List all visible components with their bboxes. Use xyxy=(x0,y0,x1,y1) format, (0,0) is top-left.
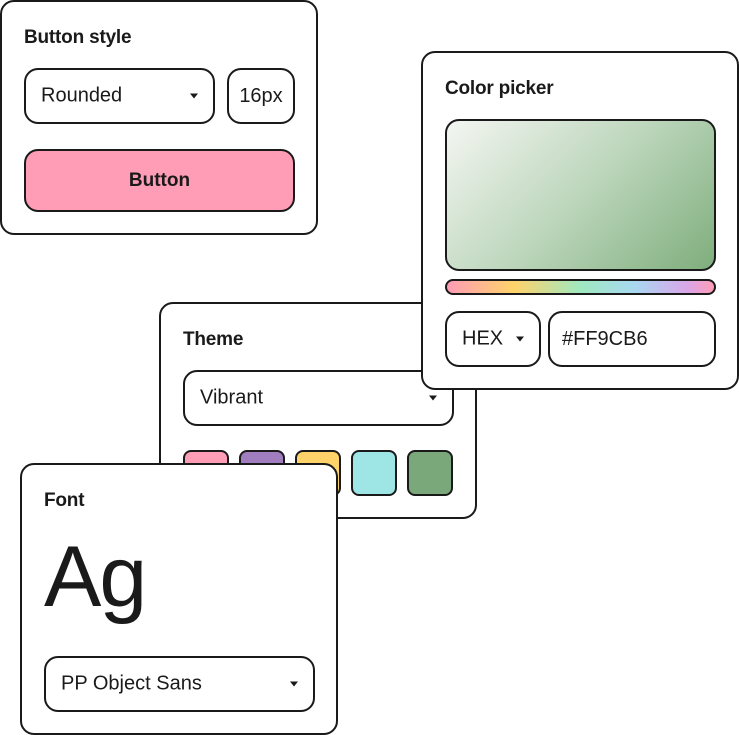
button-size-field[interactable]: 16px xyxy=(227,68,295,124)
chevron-down-icon xyxy=(290,681,298,687)
chevron-down-icon xyxy=(516,336,524,342)
font-preview-sample: Ag xyxy=(44,529,147,625)
theme-swatch-cyan[interactable] xyxy=(351,450,397,496)
hue-slider[interactable] xyxy=(445,279,716,295)
color-saturation-area[interactable] xyxy=(445,119,716,271)
color-picker-card: Color picker HEX #FF9CB6 xyxy=(421,51,739,390)
theme-value: Vibrant xyxy=(200,386,264,409)
color-picker-title: Color picker xyxy=(445,78,554,99)
theme-select[interactable]: Vibrant xyxy=(183,370,454,426)
font-title: Font xyxy=(44,490,85,511)
hex-value-input[interactable]: #FF9CB6 xyxy=(548,311,716,367)
button-style-card: Button style Rounded 16px Button xyxy=(0,0,318,235)
hex-value: #FF9CB6 xyxy=(562,327,648,350)
button-preview[interactable]: Button xyxy=(24,149,295,212)
button-shape-select[interactable]: Rounded xyxy=(24,68,215,124)
button-style-title: Button style xyxy=(24,27,132,48)
font-card: Font Ag PP Object Sans xyxy=(20,463,338,735)
button-shape-value: Rounded xyxy=(41,84,123,107)
color-format-select[interactable]: HEX xyxy=(445,311,541,367)
font-family-select[interactable]: PP Object Sans xyxy=(44,656,315,712)
font-family-value: PP Object Sans xyxy=(61,672,202,695)
theme-title: Theme xyxy=(183,329,244,350)
chevron-down-icon xyxy=(190,93,198,99)
theme-swatch-green[interactable] xyxy=(407,450,453,496)
chevron-down-icon xyxy=(429,395,437,401)
color-format-value: HEX xyxy=(462,327,504,350)
button-size-value: 16px xyxy=(239,84,283,107)
